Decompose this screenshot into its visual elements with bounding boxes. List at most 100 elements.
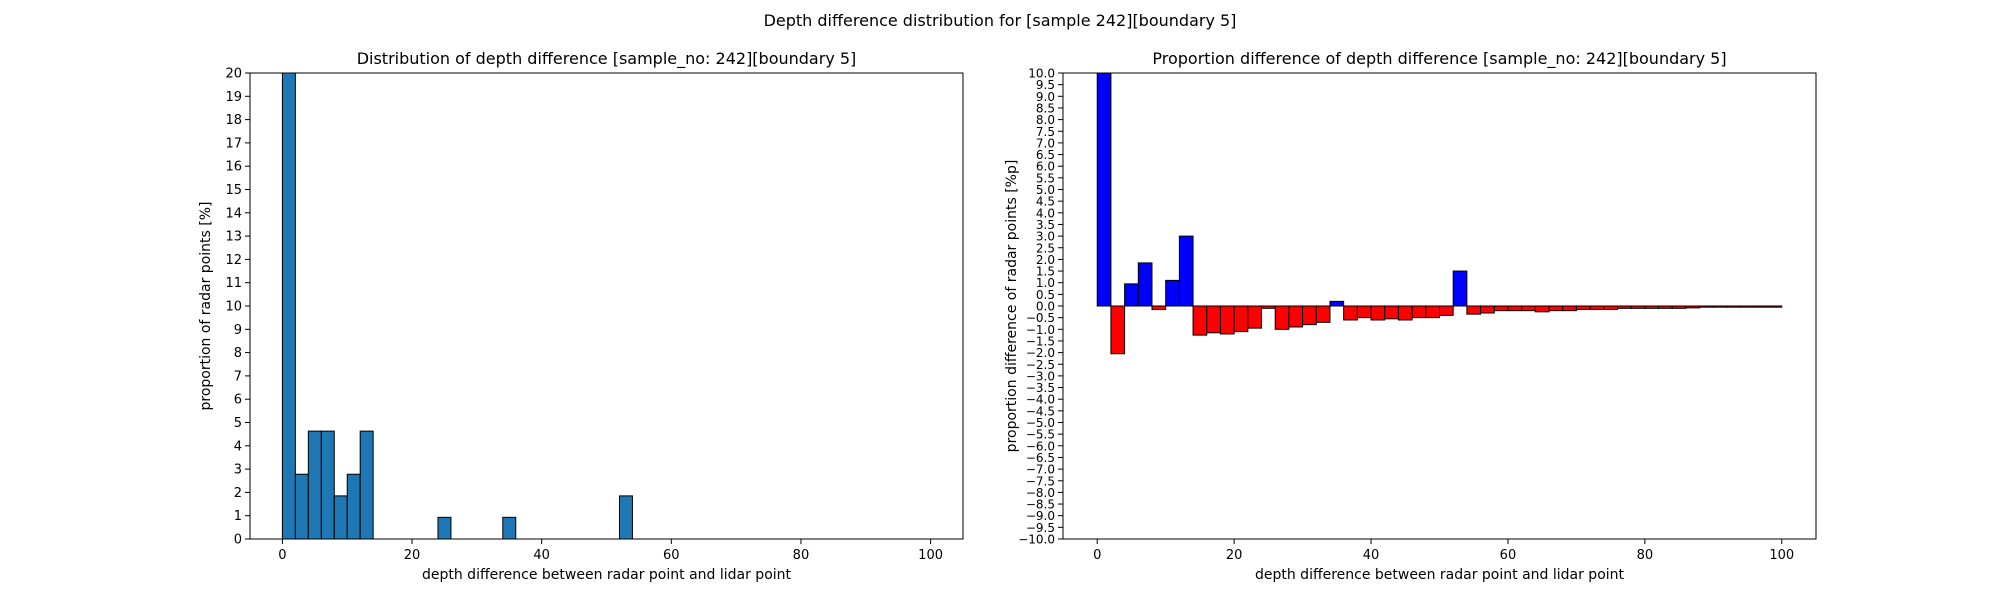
bar: [346, 473, 361, 540]
y-tick-label: 17: [225, 136, 242, 151]
bar: [1178, 235, 1194, 307]
bar: [1315, 305, 1331, 323]
y-tick-label: 6.0: [1036, 160, 1055, 174]
bar: [1206, 305, 1221, 334]
y-tick-label: 2.5: [1036, 241, 1055, 255]
x-tick-label: 100: [1769, 548, 1794, 563]
bar: [1397, 305, 1413, 321]
bar: [1370, 305, 1386, 321]
chart-title: Proportion difference of depth differenc…: [1152, 49, 1726, 69]
y-tick-label: −3.0: [1026, 369, 1055, 383]
bar: [1261, 305, 1276, 309]
bar: [1671, 305, 1687, 309]
bar: [307, 430, 322, 540]
y-tick-label: −8.0: [1026, 486, 1055, 500]
y-tick-label: 9.5: [1036, 78, 1055, 92]
bar: [1110, 305, 1126, 355]
y-tick-label: −3.5: [1026, 381, 1055, 395]
figure-title: Depth difference distribution for [sampl…: [764, 11, 1237, 30]
y-tick-label: 5.5: [1036, 171, 1055, 185]
bar: [1685, 305, 1701, 309]
y-tick-label: −6.0: [1026, 439, 1055, 453]
y-tick-label: 8.0: [1036, 113, 1055, 127]
bar: [1548, 305, 1564, 312]
y-tick-label: 15: [225, 183, 242, 198]
y-tick-label: 2: [234, 486, 242, 501]
bar: [437, 516, 452, 540]
x-tick-label: 0: [278, 548, 286, 563]
y-tick-label: 4.0: [1036, 206, 1055, 220]
y-tick-label: −1.0: [1026, 323, 1055, 337]
bar: [1658, 305, 1673, 309]
y-tick-label: 9.0: [1036, 90, 1055, 104]
y-tick-label: −8.5: [1026, 498, 1055, 512]
bar: [1493, 305, 1509, 312]
y-tick-label: 7.0: [1036, 136, 1055, 150]
bar: [1699, 305, 1714, 308]
x-tick-label: 20: [404, 548, 421, 563]
y-tick-label: −5.0: [1026, 416, 1055, 430]
y-tick-label: 4.5: [1036, 195, 1055, 209]
y-tick-label: 8.5: [1036, 101, 1055, 115]
bar: [1726, 305, 1742, 308]
bar: [333, 495, 348, 540]
histogram-chart: 0 20 40 60 80 1000123456789101112131415161718…: [198, 49, 964, 583]
bar: [320, 430, 335, 540]
y-tick-label: −4.5: [1026, 404, 1055, 418]
bar: [1452, 270, 1468, 307]
y-tick-label: 14: [225, 206, 242, 221]
bar: [1616, 305, 1632, 309]
bar: [1411, 305, 1427, 319]
bar: [281, 72, 296, 540]
y-tick-label: −5.5: [1026, 428, 1055, 442]
x-tick-label: 0: [1093, 548, 1101, 563]
bar: [1165, 279, 1180, 307]
x-tick-label: 20: [1226, 548, 1243, 563]
y-tick-label: 10: [225, 300, 242, 315]
y-tick-label: 13: [225, 230, 242, 245]
y-tick-label: 2.0: [1036, 253, 1055, 267]
bar: [502, 516, 517, 540]
y-tick-label: 1.0: [1036, 276, 1055, 290]
bar: [1534, 305, 1550, 313]
y-tick-label: 3: [234, 463, 242, 478]
bar: [1192, 305, 1208, 336]
bar: [1137, 262, 1153, 307]
y-tick-label: −2.5: [1026, 358, 1055, 372]
y-axis-label: proportion difference of radar points [%…: [1004, 160, 1020, 453]
y-tick-label: −0.5: [1026, 311, 1055, 325]
y-tick-label: 0.0: [1036, 300, 1055, 314]
y-tick-label: 18: [225, 113, 242, 128]
y-tick-label: −7.0: [1026, 463, 1055, 477]
y-tick-label: −10.0: [1018, 533, 1055, 547]
y-tick-label: 16: [225, 160, 242, 175]
bar: [1151, 305, 1167, 310]
y-tick-label: −9.0: [1026, 509, 1055, 523]
y-tick-label: 7: [234, 369, 242, 384]
y-tick-label: 1.5: [1036, 265, 1055, 279]
x-tick-label: 60: [1500, 548, 1517, 563]
bar: [1575, 305, 1591, 310]
bar: [1329, 300, 1345, 307]
y-tick-label: 19: [225, 90, 242, 105]
y-tick-label: 9: [234, 323, 242, 338]
y-tick-label: 12: [225, 253, 242, 268]
bar: [1603, 305, 1618, 310]
y-tick-label: 10.0: [1028, 67, 1055, 81]
bar: [1439, 305, 1454, 316]
bar: [1425, 305, 1440, 319]
bar: [1302, 305, 1317, 326]
bar: [1247, 305, 1263, 329]
y-tick-label: 20: [225, 67, 242, 82]
x-axis-label: depth difference between radar point and…: [422, 567, 792, 583]
bar: [1589, 305, 1605, 310]
y-tick-label: −2.0: [1026, 346, 1055, 360]
y-tick-label: −7.5: [1026, 474, 1055, 488]
y-tick-label: 6.5: [1036, 148, 1055, 162]
bar: [1562, 305, 1577, 312]
bar: [359, 430, 374, 540]
y-tick-label: 0: [234, 533, 242, 548]
bar: [1466, 305, 1482, 315]
bar: [1233, 305, 1249, 333]
y-tick-label: 1: [234, 509, 242, 524]
